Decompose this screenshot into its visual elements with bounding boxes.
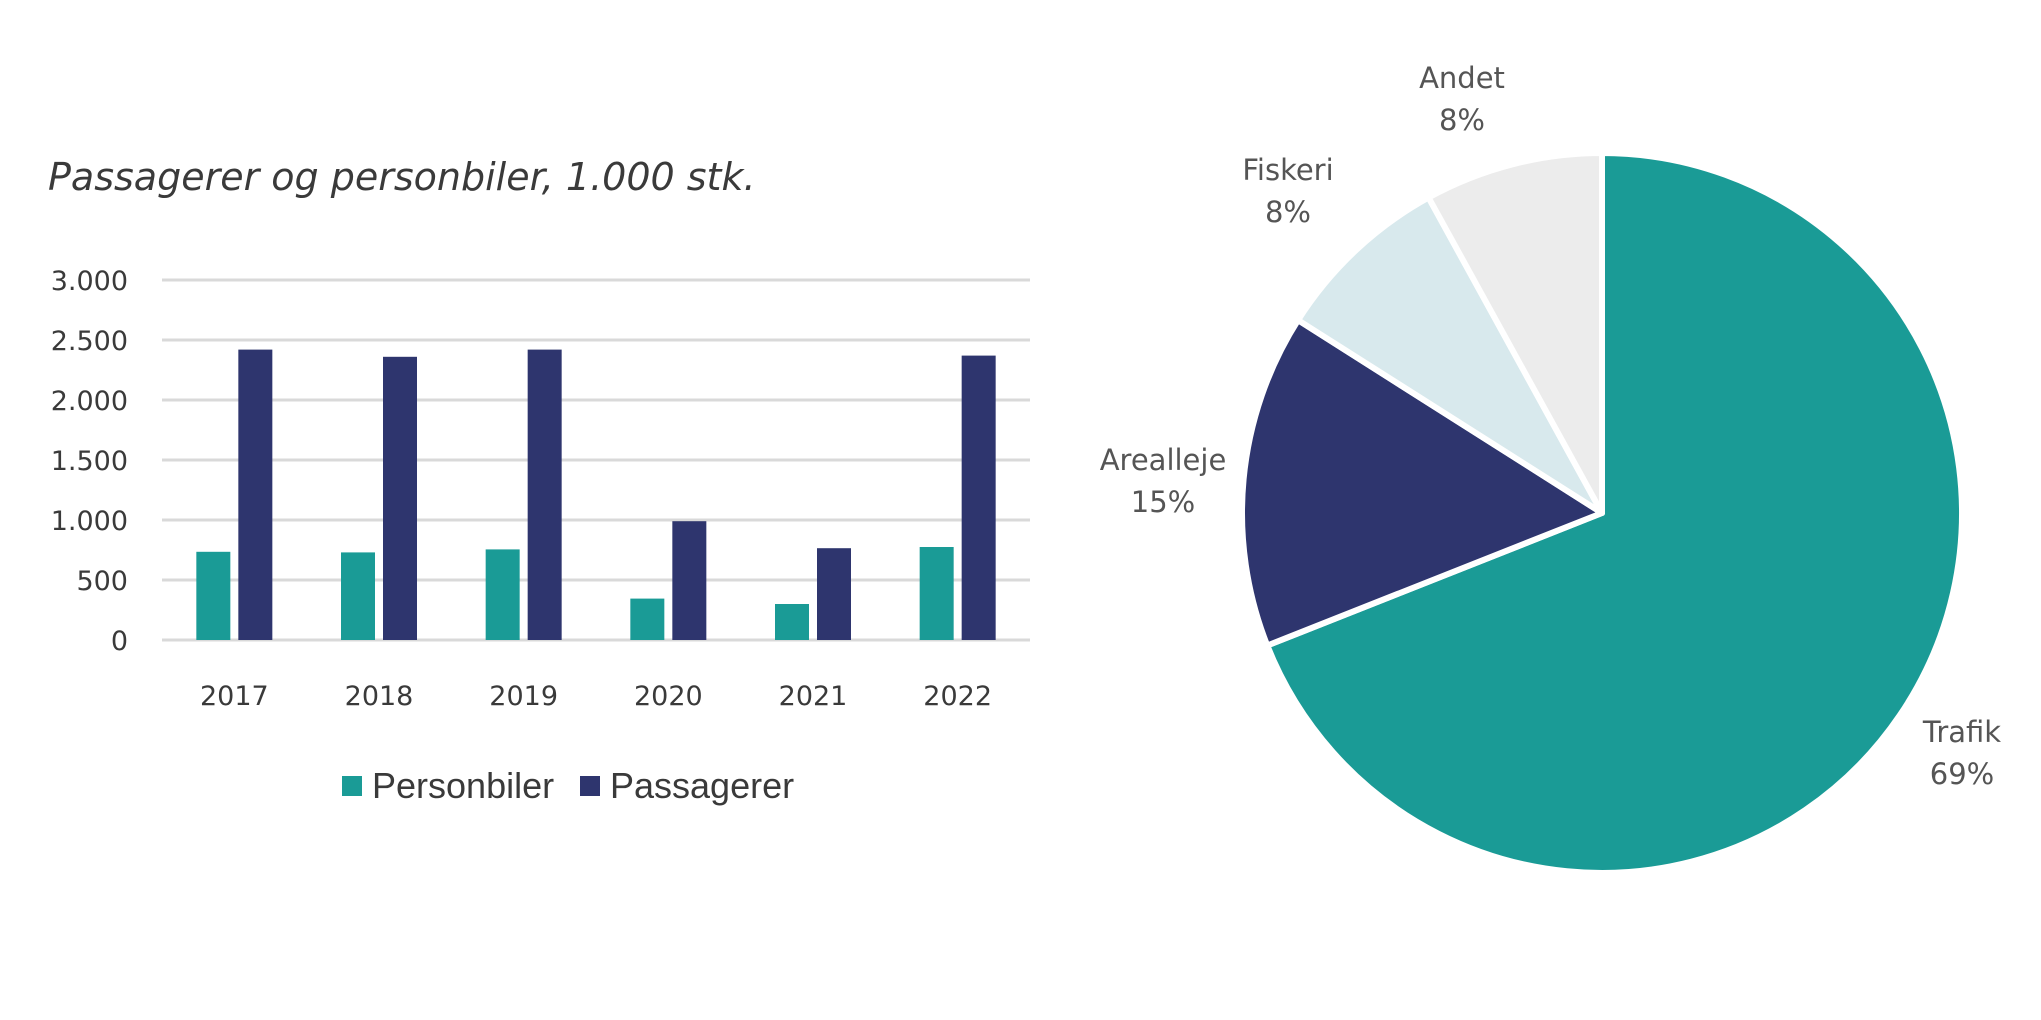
bar-chart-legend: Personbiler Passagerer xyxy=(342,765,794,806)
bar-passagerer-2017 xyxy=(238,349,273,640)
pie-slice-name: Arealleje xyxy=(1100,443,1227,477)
pie-slice-percent: 8% xyxy=(1439,103,1485,137)
x-tick-label: 2018 xyxy=(345,681,414,712)
bar-chart-bars xyxy=(196,349,996,640)
bar-chart-y-axis: 0 500 1.000 1.500 2.000 2.500 3.000 xyxy=(51,266,128,657)
legend-label-passagerer: Passagerer xyxy=(610,765,794,806)
bar-personbiler-2022 xyxy=(919,547,954,640)
bar-passagerer-2020 xyxy=(672,521,707,640)
pie-label-andet: Andet 8% xyxy=(1419,61,1505,137)
pie-labels: Trafik 69% Arealleje 15% Fiskeri 8% Andet 8% xyxy=(1100,61,2002,791)
pie-chart: Trafik 69% Arealleje 15% Fiskeri 8% Andet 8% xyxy=(1100,61,2002,876)
bar-chart-title: Passagerer og personbiler, 1.000 stk. xyxy=(48,155,756,199)
bar-passagerer-2021 xyxy=(817,548,851,640)
legend-swatch-passagerer xyxy=(580,776,600,796)
y-tick-label: 1.500 xyxy=(51,446,128,477)
pie-label-arealleje: Arealleje 15% xyxy=(1100,443,1227,519)
pie-slice-name: Trafik xyxy=(1922,715,2001,749)
y-tick-label: 2.500 xyxy=(51,326,128,357)
y-tick-label: 1.000 xyxy=(51,506,128,537)
pie-label-trafik: Trafik 69% xyxy=(1922,715,2001,791)
pie-label-fiskeri: Fiskeri 8% xyxy=(1242,153,1333,229)
bar-personbiler-2020 xyxy=(630,598,665,640)
bar-personbiler-2019 xyxy=(485,549,520,640)
x-tick-label: 2021 xyxy=(779,681,848,712)
pie-slice-arealleje xyxy=(1239,317,1605,649)
pie-slice-percent: 8% xyxy=(1265,195,1311,229)
x-tick-label: 2019 xyxy=(489,681,558,712)
pie-slice-fiskeri xyxy=(1295,194,1605,516)
pie-slice-percent: 15% xyxy=(1131,485,1195,519)
x-tick-label: 2022 xyxy=(923,681,992,712)
pie-slice-percent: 69% xyxy=(1930,757,1994,791)
x-tick-label: 2020 xyxy=(634,681,703,712)
pie-slice-name: Fiskeri xyxy=(1242,153,1333,187)
bar-personbiler-2017 xyxy=(196,551,231,640)
y-tick-label: 500 xyxy=(76,566,128,597)
y-tick-label: 0 xyxy=(111,626,128,657)
bar-chart-gridlines xyxy=(162,278,1030,642)
bar-chart-x-axis: 2017 2018 2019 2020 2021 2022 xyxy=(200,681,992,712)
bar-passagerer-2022 xyxy=(961,355,996,640)
pie-slice-andet xyxy=(1425,150,1605,516)
bar-chart: Passagerer og personbiler, 1.000 stk. 0 5… xyxy=(48,155,1030,806)
bar-passagerer-2019 xyxy=(527,349,562,640)
pie-slice-trafik xyxy=(1264,150,1965,876)
bar-passagerer-2018 xyxy=(383,356,417,640)
pie-slice-name: Andet xyxy=(1419,61,1505,95)
y-tick-label: 2.000 xyxy=(51,386,128,417)
y-tick-label: 3.000 xyxy=(51,266,128,297)
bar-personbiler-2021 xyxy=(775,604,809,640)
legend-swatch-personbiler xyxy=(342,776,362,796)
x-tick-label: 2017 xyxy=(200,681,269,712)
pie-slices xyxy=(1239,150,1965,876)
bar-personbiler-2018 xyxy=(341,552,375,640)
legend-label-personbiler: Personbiler xyxy=(372,765,554,806)
